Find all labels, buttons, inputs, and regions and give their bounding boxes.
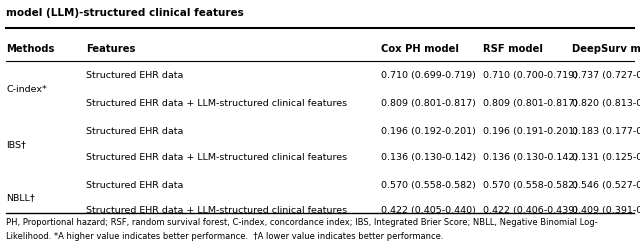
Text: Structured EHR data + LLM-structured clinical features: Structured EHR data + LLM-structured cli… (86, 99, 348, 108)
Text: 0.809 (0.801-0.817): 0.809 (0.801-0.817) (381, 99, 476, 108)
Text: Structured EHR data + LLM-structured clinical features: Structured EHR data + LLM-structured cli… (86, 206, 348, 215)
Text: model (LLM)-structured clinical features: model (LLM)-structured clinical features (6, 8, 244, 18)
Text: Structured EHR data: Structured EHR data (86, 71, 184, 80)
Text: 0.196 (0.191-0.201): 0.196 (0.191-0.201) (483, 127, 578, 136)
Text: IBS†: IBS† (6, 140, 26, 149)
Text: Structured EHR data: Structured EHR data (86, 127, 184, 136)
Text: 0.136 (0.130-0.142): 0.136 (0.130-0.142) (483, 153, 579, 162)
Text: Likelihood. *A higher value indicates better performance.  †A lower value indica: Likelihood. *A higher value indicates be… (6, 232, 444, 241)
Text: 0.809 (0.801-0.817): 0.809 (0.801-0.817) (483, 99, 578, 108)
Text: C-index*: C-index* (6, 85, 47, 94)
Text: 0.710 (0.700-0.719): 0.710 (0.700-0.719) (483, 71, 578, 80)
Text: Structured EHR data: Structured EHR data (86, 181, 184, 190)
Text: Structured EHR data + LLM-structured clinical features: Structured EHR data + LLM-structured cli… (86, 153, 348, 162)
Text: Features: Features (86, 44, 136, 54)
Text: NBLL†: NBLL† (6, 194, 35, 203)
Text: Cox PH model: Cox PH model (381, 44, 459, 54)
Text: Methods: Methods (6, 44, 55, 54)
Text: 0.546 (0.527-0.566): 0.546 (0.527-0.566) (572, 181, 640, 190)
Text: DeepSurv model: DeepSurv model (572, 44, 640, 54)
Text: 0.737 (0.727-0.746): 0.737 (0.727-0.746) (572, 71, 640, 80)
Text: PH, Proportional hazard; RSF, random survival forest, C-index, concordance index: PH, Proportional hazard; RSF, random sur… (6, 218, 598, 227)
Text: RSF model: RSF model (483, 44, 543, 54)
Text: 0.710 (0.699-0.719): 0.710 (0.699-0.719) (381, 71, 476, 80)
Text: 0.409 (0.391-0.427): 0.409 (0.391-0.427) (572, 206, 640, 215)
Text: 0.136 (0.130-0.142): 0.136 (0.130-0.142) (381, 153, 476, 162)
Text: 0.422 (0.405-0.440): 0.422 (0.405-0.440) (381, 206, 476, 215)
Text: 0.131 (0.125-0.137): 0.131 (0.125-0.137) (572, 153, 640, 162)
Text: 0.183 (0.177-0.190): 0.183 (0.177-0.190) (572, 127, 640, 136)
Text: 0.422 (0.406-0.439): 0.422 (0.406-0.439) (483, 206, 578, 215)
Text: 0.820 (0.813-0.827): 0.820 (0.813-0.827) (572, 99, 640, 108)
Text: 0.570 (0.558-0.582): 0.570 (0.558-0.582) (381, 181, 476, 190)
Text: 0.570 (0.558-0.582): 0.570 (0.558-0.582) (483, 181, 578, 190)
Text: 0.196 (0.192-0.201): 0.196 (0.192-0.201) (381, 127, 476, 136)
